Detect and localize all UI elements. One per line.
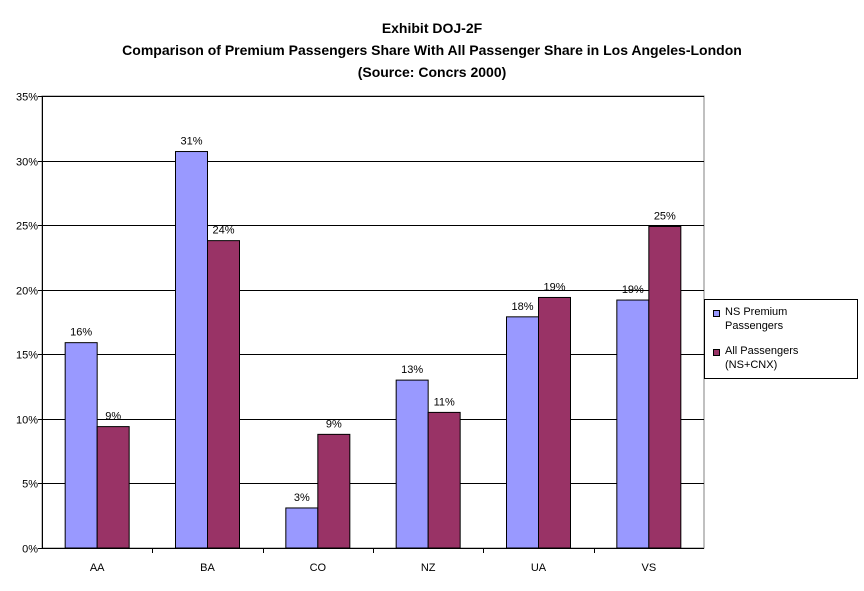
chart-title-line-2: Comparison of Premium Passengers Share W…: [122, 42, 742, 58]
bar-all-passengers-ua: [538, 296, 571, 549]
y-tick-label: 15%: [16, 350, 38, 362]
data-label: 13%: [401, 364, 423, 376]
bar-all-passengers-co: [317, 433, 351, 549]
legend-item-all-passengers: All Passengers (NS+CNX): [713, 344, 845, 372]
data-label: 9%: [326, 418, 342, 430]
x-tick-label: VS: [641, 562, 656, 574]
bar-ns-premium-nz: [395, 379, 429, 549]
x-tick-label: BA: [200, 562, 215, 574]
y-tick-label: 30%: [16, 157, 38, 169]
data-label: 18%: [511, 301, 533, 313]
data-label: 3%: [294, 492, 310, 504]
bar-ns-premium-ba: [175, 151, 208, 549]
bar-all-passengers-vs: [648, 225, 682, 549]
chart-title-line-1: Exhibit DOJ-2F: [381, 20, 483, 36]
legend-swatch-all-passengers: [713, 349, 720, 356]
legend-swatch-ns-premium: [713, 310, 720, 317]
bar-all-passengers-nz: [427, 411, 461, 549]
x-tick-label: NZ: [421, 562, 436, 574]
legend-label-all-passengers: All Passengers (NS+CNX): [725, 345, 799, 371]
y-tick-label: 25%: [16, 221, 38, 233]
x-tick-label: UA: [531, 562, 547, 574]
bar-ns-premium-aa: [64, 342, 98, 549]
y-tick-label: 20%: [16, 286, 38, 298]
bar-ns-premium-co: [285, 507, 319, 549]
plot-area: [41, 95, 705, 549]
bar-all-passengers-aa: [96, 426, 130, 549]
data-label: 19%: [622, 284, 644, 296]
legend: NS Premium Passengers All Passengers (NS…: [704, 299, 858, 379]
data-label: 16%: [70, 327, 92, 339]
bar-ns-premium-vs: [616, 299, 650, 549]
bar-all-passengers-ba: [207, 240, 240, 549]
data-label: 19%: [543, 281, 565, 293]
chart-title-line-3: (Source: Concrs 2000): [357, 64, 507, 80]
y-tick-label: 10%: [16, 415, 38, 427]
data-label: 24%: [212, 225, 234, 237]
x-tick-label: AA: [90, 562, 105, 574]
legend-label-ns-premium: NS Premium Passengers: [725, 306, 788, 332]
legend-item-ns-premium: NS Premium Passengers: [713, 305, 845, 333]
data-label: 9%: [105, 411, 121, 423]
x-tick-label: CO: [310, 562, 327, 574]
data-label: 11%: [434, 396, 455, 408]
data-label: 31%: [180, 136, 202, 148]
bar-ns-premium-ua: [506, 316, 539, 549]
y-tick-label: 35%: [16, 92, 38, 104]
data-label: 25%: [654, 210, 676, 222]
y-tick-label: 0%: [22, 544, 38, 556]
y-tick-label: 5%: [22, 479, 38, 491]
